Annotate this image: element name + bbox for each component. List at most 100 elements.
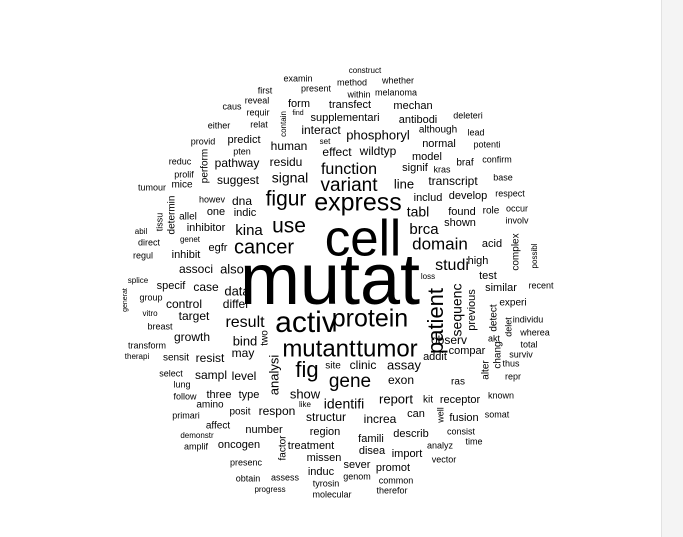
cloud-word-supplementari: supplementari <box>310 112 379 124</box>
cloud-word-identifi: identifi <box>324 396 364 412</box>
cloud-word-amplif: amplif <box>184 441 209 451</box>
cloud-word-prolif: prolif <box>174 169 194 179</box>
cloud-word-affect: affect <box>206 421 230 432</box>
cloud-word-assess: assess <box>271 472 300 482</box>
cloud-word-level: level <box>232 369 257 383</box>
cloud-word-molecular: molecular <box>312 489 351 499</box>
cloud-word-mice: mice <box>171 180 193 191</box>
cloud-word-howev: howev <box>199 194 226 204</box>
cloud-word-report: report <box>379 391 413 406</box>
cloud-word-structur: structur <box>306 410 346 424</box>
cloud-word-perform: perform <box>200 149 211 183</box>
cloud-word-somat: somat <box>485 409 510 419</box>
cloud-word-human: human <box>271 139 308 153</box>
cloud-word-well: well <box>435 407 445 424</box>
cloud-word-allel: allel <box>179 212 197 223</box>
cloud-word-signif: signif <box>402 162 429 174</box>
cloud-word-genet: genet <box>180 235 201 244</box>
cloud-word-found: found <box>448 206 476 218</box>
cloud-word-mutant: mutant <box>282 335 356 362</box>
cloud-word-promot: promot <box>376 462 410 474</box>
cloud-word-growth: growth <box>174 330 210 344</box>
cloud-word-also: also <box>220 261 244 276</box>
cloud-word-method: method <box>337 77 367 87</box>
cloud-word-find: find <box>292 110 303 117</box>
cloud-word-dna: dna <box>232 194 252 208</box>
cloud-word-posit: posit <box>229 407 250 418</box>
cloud-word-first: first <box>258 85 273 95</box>
cloud-word-base: base <box>493 172 513 182</box>
cloud-word-express: express <box>314 189 402 217</box>
cloud-word-detect: detect <box>489 304 500 331</box>
cloud-word-confirm: confirm <box>482 154 512 164</box>
cloud-word-like: like <box>299 400 312 409</box>
cloud-word-assay: assay <box>387 357 421 372</box>
cloud-word-individu: individu <box>513 314 544 324</box>
cloud-word-analysi: analysi <box>266 355 281 396</box>
cloud-word-lead: lead <box>467 127 484 137</box>
cloud-word-effect: effect <box>322 145 352 159</box>
cloud-word-use: use <box>272 215 306 238</box>
cloud-word-interact: interact <box>301 123 341 137</box>
cloud-word-mutat: mutat <box>240 240 420 320</box>
cloud-word-within: within <box>346 89 370 99</box>
cloud-word-brca: brca <box>409 221 439 238</box>
cloud-word-treatment: treatment <box>288 440 334 452</box>
cloud-word-induc: induc <box>308 466 335 478</box>
cloud-word-suggest: suggest <box>217 173 260 187</box>
cloud-word-either: either <box>208 120 231 130</box>
cloud-word-thus: thus <box>502 358 520 368</box>
cloud-word-gene: gene <box>329 371 371 392</box>
cloud-word-obtain: obtain <box>236 473 261 483</box>
cloud-word-deleteri: deleteri <box>453 110 483 120</box>
cloud-word-egfr: egfr <box>209 242 228 254</box>
cloud-word-result: result <box>225 314 265 331</box>
cloud-word-famili: famili <box>358 433 384 445</box>
cloud-word-reduc: reduc <box>169 156 192 166</box>
cloud-word-respon: respon <box>259 404 296 418</box>
cloud-word-present: present <box>301 83 332 93</box>
cloud-word-known: known <box>488 390 514 400</box>
cloud-word-line: line <box>394 176 414 191</box>
cloud-word-factor: factor <box>278 435 289 461</box>
cloud-word-genom: genom <box>343 471 371 481</box>
cloud-word-inhibitor: inhibitor <box>187 222 226 234</box>
window-scrollbar[interactable] <box>661 0 683 537</box>
cloud-word-cancer: cancer <box>234 236 294 258</box>
cloud-word-total: total <box>520 339 537 349</box>
cloud-word-specif: specif <box>157 280 187 292</box>
cloud-word-kina: kina <box>235 222 263 239</box>
cloud-word-abil: abil <box>135 227 148 236</box>
cloud-word-figur: figur <box>266 188 307 211</box>
cloud-word-observ: observ <box>431 333 467 347</box>
cloud-word-alter: alter <box>481 360 492 380</box>
cloud-word-contain: contain <box>279 111 288 137</box>
cloud-word-activ: activ <box>275 306 337 339</box>
cloud-word-fusion: fusion <box>449 412 478 424</box>
cloud-word-mechan: mechan <box>393 100 432 112</box>
cloud-word-generat: generat <box>122 288 129 312</box>
cloud-word-determin: determin <box>167 196 178 235</box>
cloud-word-exon: exon <box>388 373 414 387</box>
cloud-word-bind: bind <box>233 333 258 348</box>
cloud-word-kit: kit <box>423 395 433 406</box>
cloud-word-splice: splice <box>128 276 149 285</box>
cloud-word-therefor: therefor <box>376 485 407 495</box>
cloud-word-tumor: tumor <box>356 335 417 362</box>
cloud-word-case: case <box>193 280 219 294</box>
cloud-word-tyrosin: tyrosin <box>313 478 340 488</box>
cloud-word-domain: domain <box>412 234 468 253</box>
cloud-word-receptor: receptor <box>440 394 481 406</box>
cloud-word-may: may <box>232 346 255 360</box>
cloud-word-associ: associ <box>179 262 213 276</box>
cloud-word-chang: chang <box>493 341 504 368</box>
cloud-word-recent: recent <box>528 280 554 290</box>
cloud-word-pathway: pathway <box>215 156 260 170</box>
cloud-word-predict: predict <box>227 134 260 146</box>
cloud-word-although: although <box>419 125 457 136</box>
cloud-word-two: two <box>260 330 271 346</box>
cloud-word-sampl: sampl <box>195 368 227 382</box>
cloud-word-akt: akt <box>488 333 501 343</box>
cloud-word-role: role <box>483 206 500 217</box>
cloud-word-common: common <box>379 475 414 485</box>
